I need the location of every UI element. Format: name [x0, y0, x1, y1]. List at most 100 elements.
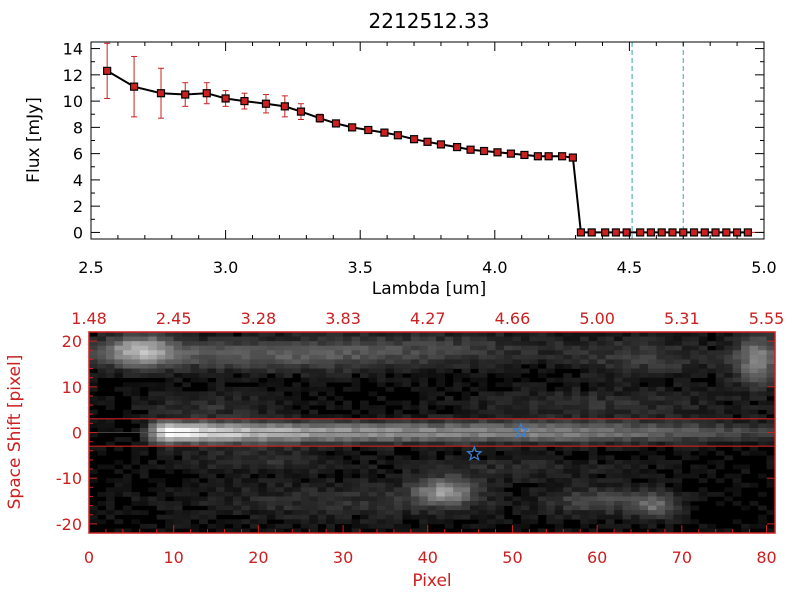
- image-pixel: [758, 345, 767, 351]
- image-pixel: [503, 382, 513, 388]
- image-pixel: [436, 519, 445, 525]
- error-bars: [104, 42, 576, 160]
- image-pixel: [647, 350, 657, 356]
- image-pixel: [724, 496, 733, 502]
- image-pixel: [741, 414, 750, 420]
- image-pixel: [241, 437, 251, 442]
- image-pixel: [410, 510, 420, 516]
- image-pixel: [334, 446, 344, 452]
- image-pixel: [588, 464, 598, 470]
- image-pixel: [487, 505, 496, 511]
- image-pixel: [410, 528, 420, 534]
- image-pixel: [266, 377, 276, 383]
- image-pixel: [427, 491, 437, 497]
- image-pixel: [97, 423, 107, 429]
- image-pixel: [292, 501, 302, 506]
- image-pixel: [749, 405, 759, 410]
- image-pixel: [639, 332, 649, 337]
- image-pixel: [216, 418, 225, 424]
- image-pixel: [639, 446, 649, 452]
- image-pixel: [766, 423, 776, 429]
- image-pixel: [453, 354, 462, 360]
- image-pixel: [690, 341, 700, 347]
- image-pixel: [436, 487, 445, 493]
- image-pixel: [207, 505, 217, 511]
- image-pixel: [605, 469, 615, 474]
- image-pixel: [165, 332, 174, 337]
- image-pixel: [216, 405, 225, 410]
- image-pixel: [664, 528, 674, 534]
- image-pixel: [529, 386, 539, 392]
- image-pixel: [503, 423, 513, 429]
- image-pixel: [546, 496, 556, 502]
- image-pixel: [698, 418, 708, 424]
- image-pixel: [487, 487, 496, 493]
- image-pixel: [470, 359, 479, 365]
- image-pixel: [89, 377, 98, 383]
- image-pixel: [317, 363, 327, 369]
- image-pixel: [360, 459, 369, 465]
- data-point: [202, 89, 211, 98]
- image-pixel: [410, 491, 420, 497]
- image-pixel: [470, 400, 479, 406]
- image-pixel: [292, 423, 302, 429]
- image-pixel: [580, 414, 589, 420]
- image-pixel: [292, 459, 302, 465]
- image-pixel: [597, 391, 606, 397]
- image-pixel: [300, 332, 310, 337]
- image-pixel: [639, 432, 649, 438]
- image-pixel: [681, 354, 691, 360]
- image-pixel: [741, 469, 750, 474]
- image-pixel: [673, 341, 683, 347]
- image-pixel: [766, 528, 776, 534]
- image-pixel: [165, 368, 174, 374]
- image-pixel: [351, 469, 361, 474]
- image-pixel: [419, 455, 429, 461]
- image-pixel: [605, 427, 615, 433]
- image-pixel: [275, 395, 285, 401]
- image-pixel: [614, 405, 623, 410]
- image-pixel: [199, 332, 208, 337]
- image-pixel: [216, 386, 225, 392]
- data-point: [722, 228, 731, 237]
- image-pixel: [597, 501, 606, 506]
- image-pixel: [537, 400, 547, 406]
- image-pixel: [732, 377, 742, 383]
- image-pixel: [512, 391, 522, 397]
- image-pixel: [631, 405, 640, 410]
- image-pixel: [580, 345, 589, 351]
- image-pixel: [249, 496, 259, 502]
- image-pixel: [614, 414, 623, 420]
- image-pixel: [470, 491, 479, 497]
- image-pixel: [461, 478, 471, 484]
- image-pixel: [343, 510, 352, 516]
- image-pixel: [241, 373, 251, 378]
- image-pixel: [664, 427, 674, 433]
- image-pixel: [224, 418, 234, 424]
- y-tick-label: 8: [73, 118, 83, 137]
- image-pixel: [698, 427, 708, 433]
- image-pixel: [385, 418, 395, 424]
- image-pixel: [224, 450, 234, 456]
- image-pixel: [393, 363, 403, 369]
- image-pixel: [732, 409, 742, 415]
- image-pixel: [571, 528, 581, 534]
- image-pixel: [588, 478, 598, 484]
- image-pixel: [317, 400, 327, 406]
- image-pixel: [741, 450, 750, 456]
- image-pixel: [249, 336, 259, 342]
- image-pixel: [173, 491, 183, 497]
- image-pixel: [283, 332, 293, 337]
- image-pixel: [453, 446, 462, 452]
- image-pixel: [283, 373, 293, 378]
- image-pixel: [165, 446, 174, 452]
- image-pixel: [173, 373, 183, 378]
- image-pixel: [614, 459, 623, 465]
- image-pixel: [105, 336, 115, 342]
- image-pixel: [105, 441, 115, 447]
- image-pixel: [105, 359, 115, 365]
- image-pixel: [537, 496, 547, 502]
- image-pixel: [249, 354, 259, 360]
- image-pixel: [639, 505, 649, 511]
- image-pixel: [580, 418, 589, 424]
